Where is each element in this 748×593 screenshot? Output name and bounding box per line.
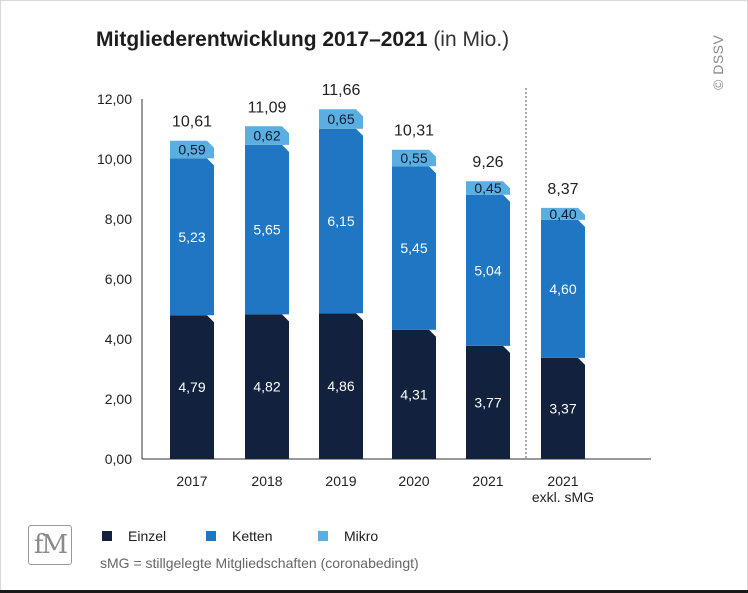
title-unit: (in Mio.) bbox=[433, 28, 510, 51]
legend-item-ketten: Ketten bbox=[206, 528, 272, 544]
legend-swatch-einzel bbox=[102, 531, 112, 541]
bar-total-label: 11,09 bbox=[248, 99, 287, 116]
bar-segment-mikro bbox=[319, 109, 363, 129]
bar-value-label: 5,45 bbox=[400, 240, 427, 256]
x-tick-label: 2021 bbox=[472, 473, 503, 489]
x-tick-label: exkl. sMG bbox=[532, 489, 594, 505]
bar-value-label: 5,65 bbox=[253, 222, 280, 238]
y-tick-label: 10,00 bbox=[97, 151, 132, 167]
bar-value-label: 4,31 bbox=[400, 386, 427, 402]
fm-logo: fM bbox=[28, 525, 72, 565]
y-tick-label: 8,00 bbox=[105, 211, 132, 227]
legend-label-einzel: Einzel bbox=[128, 528, 167, 544]
bar-total-label: 11,66 bbox=[322, 82, 361, 99]
x-tick-label: 2021 bbox=[547, 473, 578, 489]
y-tick-label: 4,00 bbox=[105, 331, 132, 347]
legend-label-ketten: Ketten bbox=[232, 528, 273, 544]
bar-value-label: 0,55 bbox=[400, 150, 427, 166]
stacked-bar-chart: 0,00 2,00 4,00 6,00 8,00 10,00 12,00 4,79 5,23 0,… bbox=[97, 82, 651, 505]
bar-value-label: 5,23 bbox=[178, 229, 205, 245]
bar-value-label: 0,40 bbox=[549, 206, 576, 222]
y-tick-label: 0,00 bbox=[105, 451, 132, 467]
y-tick-label: 2,00 bbox=[105, 391, 132, 407]
bar-segment-einzel bbox=[541, 357, 585, 459]
bar-value-label: 4,60 bbox=[549, 281, 576, 297]
bar-segment-einzel bbox=[319, 313, 363, 459]
bar-value-label: 5,04 bbox=[474, 262, 501, 278]
bar-segment-ketten bbox=[245, 144, 289, 315]
y-tick-label: 6,00 bbox=[105, 271, 132, 287]
x-tick-label: 2017 bbox=[176, 473, 207, 489]
bar-segment-mikro bbox=[541, 207, 585, 220]
legend-label-mikro: Mikro bbox=[344, 528, 379, 544]
bar-segment-mikro bbox=[392, 149, 436, 167]
bar-value-label: 4,79 bbox=[178, 379, 205, 395]
bar-value-label: 0,45 bbox=[474, 180, 501, 196]
legend-item-einzel: Einzel bbox=[102, 528, 166, 544]
y-tick-label: 12,00 bbox=[97, 91, 132, 107]
legend-item-mikro: Mikro bbox=[318, 528, 378, 544]
bar-value-label: 0,65 bbox=[327, 111, 354, 127]
bar-segment-einzel bbox=[466, 345, 510, 459]
x-tick-label: 2020 bbox=[398, 473, 429, 489]
bar-total-label: 9,26 bbox=[472, 154, 503, 171]
x-tick-label: 2019 bbox=[325, 473, 356, 489]
bar-segment-einzel bbox=[170, 315, 214, 459]
bar-segment-mikro bbox=[466, 181, 510, 195]
bar-value-label: 3,37 bbox=[549, 400, 576, 416]
bar-value-label: 0,59 bbox=[178, 142, 205, 158]
chart-title: Mitgliederentwicklung 2017–2021 (in Mio.… bbox=[96, 28, 509, 52]
bar-segment-mikro bbox=[170, 140, 214, 159]
bar-segment-ketten bbox=[541, 219, 585, 358]
bar-segment-einzel bbox=[392, 329, 436, 459]
title-main: Mitgliederentwicklung 2017–2021 bbox=[96, 28, 428, 51]
bottom-rule bbox=[0, 590, 748, 593]
legend-swatch-ketten bbox=[206, 531, 216, 541]
bar-value-label: 4,82 bbox=[253, 379, 280, 395]
bar-value-label: 0,62 bbox=[253, 128, 280, 144]
bar-total-label: 10,61 bbox=[172, 114, 212, 131]
bar-total-label: 8,37 bbox=[547, 181, 578, 198]
bar-segment-ketten bbox=[170, 158, 214, 316]
bar-segment-ketten bbox=[392, 166, 436, 330]
x-tick-label: 2018 bbox=[251, 473, 282, 489]
legend: Einzel Ketten Mikro bbox=[0, 528, 748, 548]
bar-segment-mikro bbox=[245, 126, 289, 145]
footnote: sMG = stillgelegte Mitgliedschaften (cor… bbox=[100, 555, 419, 571]
bar-value-label: 6,15 bbox=[327, 213, 354, 229]
bar-value-label: 3,77 bbox=[474, 394, 501, 410]
bar-value-label: 4,86 bbox=[327, 378, 354, 394]
bar-segment-ketten bbox=[319, 128, 363, 314]
legend-swatch-mikro bbox=[318, 531, 328, 541]
bar-segment-einzel bbox=[245, 314, 289, 459]
bar-segment-ketten bbox=[466, 194, 510, 346]
bar-total-label: 10,31 bbox=[394, 123, 434, 140]
